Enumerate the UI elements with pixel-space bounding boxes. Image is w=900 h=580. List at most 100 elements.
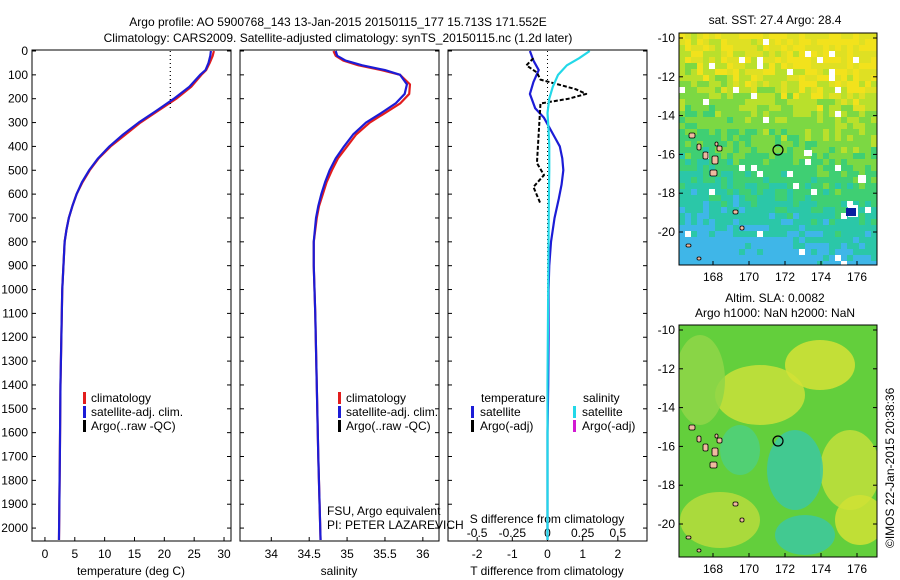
island-shape xyxy=(696,256,702,261)
sst-cell xyxy=(721,87,727,93)
sst-cell xyxy=(751,75,757,81)
x-tick-label: 20 xyxy=(158,547,172,561)
sst-cell xyxy=(775,129,781,135)
sst-cell xyxy=(691,123,697,129)
sst-cell xyxy=(859,255,865,261)
sst-cell xyxy=(871,87,877,93)
sst-cell xyxy=(709,189,715,195)
sst-cell xyxy=(847,195,853,201)
sst-cell xyxy=(811,171,817,177)
sst-cell xyxy=(685,249,691,255)
lon-tick-label: 174 xyxy=(811,270,831,284)
sst-cell xyxy=(865,201,871,207)
sst-cell xyxy=(697,177,703,183)
sst-cell xyxy=(853,237,859,243)
sst-cell xyxy=(691,237,697,243)
sst-cell xyxy=(859,75,865,81)
sst-cell xyxy=(739,237,745,243)
sst-cell xyxy=(859,219,865,225)
sst-cell xyxy=(853,87,859,93)
sst-cell xyxy=(817,135,823,141)
sst-cell xyxy=(733,129,739,135)
sst-cell xyxy=(733,255,739,261)
sst-cell xyxy=(811,201,817,207)
sst-cell xyxy=(733,63,739,69)
sst-cell xyxy=(715,183,721,189)
sst-cell xyxy=(817,63,823,69)
sst-cell xyxy=(739,123,745,129)
sst-cell xyxy=(751,261,757,265)
sst-cell xyxy=(865,93,871,99)
sst-cell xyxy=(799,243,805,249)
sst-cell xyxy=(793,129,799,135)
sst-cell xyxy=(763,213,769,219)
sst-cell xyxy=(733,225,739,231)
sst-cell xyxy=(871,129,877,135)
sst-cell xyxy=(787,207,793,213)
sst-cell xyxy=(829,93,835,99)
sst-cell xyxy=(703,147,709,153)
sst-cell xyxy=(703,213,709,219)
sst-cell xyxy=(817,87,823,93)
sst-cell xyxy=(829,39,835,45)
sst-cell xyxy=(793,225,799,231)
sst-cell xyxy=(685,135,691,141)
sst-cell xyxy=(835,165,841,171)
sst-cell xyxy=(691,219,697,225)
sst-cell xyxy=(721,177,727,183)
sst-cell xyxy=(859,141,865,147)
sst-cell xyxy=(733,153,739,159)
sst-cell xyxy=(745,51,751,57)
sst-cell xyxy=(799,75,805,81)
sst-cell xyxy=(697,93,703,99)
sst-cell xyxy=(823,171,829,177)
sst-cell xyxy=(775,189,781,195)
sst-cell xyxy=(769,165,775,171)
sst-cell xyxy=(817,249,823,255)
sst-cell xyxy=(799,117,805,123)
sst-cell xyxy=(853,147,859,153)
sst-cell xyxy=(865,39,871,45)
sst-cell xyxy=(757,207,763,213)
sst-cell xyxy=(697,207,703,213)
sst-cell xyxy=(679,165,685,171)
sst-cell xyxy=(721,99,727,105)
sst-cell xyxy=(871,261,877,265)
legend-label-sal-satellite: satellite xyxy=(582,405,623,419)
depth-tick-label: 100 xyxy=(8,68,28,82)
sst-cell xyxy=(787,135,793,141)
sst-cell xyxy=(763,147,769,153)
sst-cell xyxy=(679,135,685,141)
lat-tick-label: -14 xyxy=(658,401,676,415)
sst-cell xyxy=(829,75,835,81)
sst-cell xyxy=(679,141,685,147)
sst-cell xyxy=(805,81,811,87)
sst-cell xyxy=(871,225,877,231)
sst-cell xyxy=(715,195,721,201)
sst-cell xyxy=(727,237,733,243)
sst-cell xyxy=(769,39,775,45)
sst-cell xyxy=(679,117,685,123)
sst-cell xyxy=(745,123,751,129)
sst-cell xyxy=(811,57,817,63)
sst-cell xyxy=(745,129,751,135)
sst-cell xyxy=(799,81,805,87)
sst-cell xyxy=(799,165,805,171)
sst-cell xyxy=(787,105,793,111)
sst-cell xyxy=(823,207,829,213)
series-line-climatology xyxy=(312,50,412,541)
sst-cell xyxy=(763,57,769,63)
sst-cell xyxy=(751,87,757,93)
sst-cell xyxy=(703,57,709,63)
sst-cell xyxy=(775,231,781,237)
sst-cell xyxy=(781,159,787,165)
sst-cell xyxy=(751,63,757,69)
sst-cell xyxy=(721,219,727,225)
sst-cell xyxy=(763,81,769,87)
sst-cell xyxy=(757,237,763,243)
sst-cell xyxy=(781,123,787,129)
sst-cell xyxy=(703,33,709,39)
sst-cell xyxy=(751,171,757,177)
sst-cell xyxy=(745,243,751,249)
sst-cell xyxy=(685,147,691,153)
